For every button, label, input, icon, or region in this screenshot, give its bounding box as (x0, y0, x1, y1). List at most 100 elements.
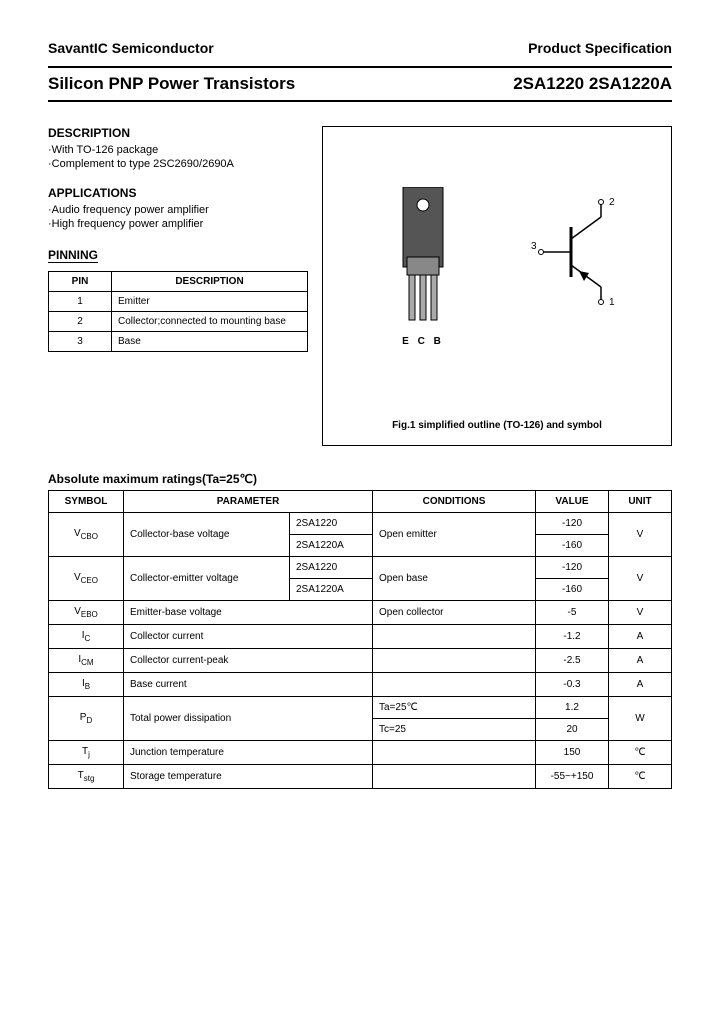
cell-symbol: VCBO (49, 513, 124, 557)
table-header-row: PIN DESCRIPTION (49, 272, 308, 292)
cell-unit: W (609, 697, 672, 741)
col-desc: DESCRIPTION (112, 272, 308, 292)
cell-param: Collector-base voltage (124, 513, 290, 557)
company-name: SavantIC Semiconductor (48, 40, 214, 56)
cell-cond (373, 649, 536, 673)
cell-cond: Tc=25 (373, 719, 536, 741)
cell-cond: Open collector (373, 601, 536, 625)
symbol-pin-3: 3 (531, 241, 537, 252)
applications-line: ·High frequency power amplifier (48, 218, 308, 230)
cell-param: Collector-emitter voltage (124, 557, 290, 601)
cell-symbol: VEBO (49, 601, 124, 625)
to126-icon (393, 187, 453, 327)
col-symbol: SYMBOL (49, 491, 124, 513)
cell-param: Total power dissipation (124, 697, 373, 741)
cell-param: Storage temperature (124, 765, 373, 789)
cell-cond: Ta=25℃ (373, 697, 536, 719)
doc-type: Product Specification (528, 40, 672, 56)
cell-cond (373, 741, 536, 765)
cell-param: Collector current-peak (124, 649, 373, 673)
cell-subpart: 2SA1220A (290, 579, 373, 601)
table-row: ICM Collector current-peak -2.5 A (49, 649, 672, 673)
pinning-table: PIN DESCRIPTION 1 Emitter 2 Collector;co… (48, 271, 308, 352)
cell-value: 150 (536, 741, 609, 765)
col-unit: UNIT (609, 491, 672, 513)
cell-value: -0.3 (536, 673, 609, 697)
ratings-table: SYMBOL PARAMETER CONDITIONS VALUE UNIT V… (48, 490, 672, 789)
figure-caption: Fig.1 simplified outline (TO-126) and sy… (323, 420, 671, 431)
cell-value: -120 (536, 557, 609, 579)
table-row: IB Base current -0.3 A (49, 673, 672, 697)
pin-desc: Emitter (112, 292, 308, 312)
cell-value: -2.5 (536, 649, 609, 673)
cell-cond (373, 765, 536, 789)
table-row: VCEO Collector-emitter voltage 2SA1220 O… (49, 557, 672, 579)
left-column: DESCRIPTION ·With TO-126 package ·Comple… (48, 126, 308, 446)
cell-subpart: 2SA1220 (290, 513, 373, 535)
table-row: 1 Emitter (49, 292, 308, 312)
table-header-row: SYMBOL PARAMETER CONDITIONS VALUE UNIT (49, 491, 672, 513)
cell-value: 20 (536, 719, 609, 741)
cell-value: -55~+150 (536, 765, 609, 789)
cell-param: Emitter-base voltage (124, 601, 373, 625)
cell-unit: V (609, 557, 672, 601)
col-parameter: PARAMETER (124, 491, 373, 513)
col-conditions: CONDITIONS (373, 491, 536, 513)
cell-value: -120 (536, 513, 609, 535)
table-row: 3 Base (49, 332, 308, 352)
symbol-pin-1: 1 (609, 297, 615, 307)
table-row: PD Total power dissipation Ta=25℃ 1.2 W (49, 697, 672, 719)
col-pin: PIN (49, 272, 112, 292)
description-line: ·Complement to type 2SC2690/2690A (48, 158, 308, 170)
applications-line: ·Audio frequency power amplifier (48, 204, 308, 216)
table-row: Tstg Storage temperature -55~+150 ℃ (49, 765, 672, 789)
pin-num: 2 (49, 312, 112, 332)
col-value: VALUE (536, 491, 609, 513)
title-left: Silicon PNP Power Transistors (48, 74, 295, 94)
description-heading: DESCRIPTION (48, 126, 308, 140)
cell-subpart: 2SA1220 (290, 557, 373, 579)
cell-unit: A (609, 625, 672, 649)
cell-symbol: Tj (49, 741, 124, 765)
description-line: ·With TO-126 package (48, 144, 308, 156)
pnp-symbol-icon: 2 1 3 (531, 197, 631, 307)
cell-unit: A (609, 649, 672, 673)
cell-param: Junction temperature (124, 741, 373, 765)
pin-desc: Base (112, 332, 308, 352)
cell-cond: Open base (373, 557, 536, 601)
package-outline: E C B (363, 187, 483, 347)
table-row: Tj Junction temperature 150 ℃ (49, 741, 672, 765)
cell-cond: Open emitter (373, 513, 536, 557)
applications-heading: APPLICATIONS (48, 186, 308, 200)
cell-unit: ℃ (609, 741, 672, 765)
transistor-symbol: 2 1 3 (531, 197, 631, 312)
table-row: VCBO Collector-base voltage 2SA1220 Open… (49, 513, 672, 535)
cell-param: Collector current (124, 625, 373, 649)
table-row: 2 Collector;connected to mounting base (49, 312, 308, 332)
table-row: VEBO Emitter-base voltage Open collector… (49, 601, 672, 625)
figure-box: E C B 2 1 3 F (322, 126, 672, 446)
cell-symbol: PD (49, 697, 124, 741)
title-right: 2SA1220 2SA1220A (513, 74, 672, 94)
cell-cond (373, 673, 536, 697)
cell-value: -5 (536, 601, 609, 625)
datasheet-page: SavantIC Semiconductor Product Specifica… (0, 0, 720, 1012)
ecb-label: E C B (363, 336, 483, 347)
cell-symbol: Tstg (49, 765, 124, 789)
pin-desc: Collector;connected to mounting base (112, 312, 308, 332)
cell-value: -160 (536, 579, 609, 601)
pin-num: 1 (49, 292, 112, 312)
cell-symbol: IB (49, 673, 124, 697)
title-bar: Silicon PNP Power Transistors 2SA1220 2S… (48, 66, 672, 102)
cell-subpart: 2SA1220A (290, 535, 373, 557)
cell-symbol: IC (49, 625, 124, 649)
page-header: SavantIC Semiconductor Product Specifica… (48, 40, 672, 56)
cell-cond (373, 625, 536, 649)
cell-unit: V (609, 513, 672, 557)
cell-value: -1.2 (536, 625, 609, 649)
upper-columns: DESCRIPTION ·With TO-126 package ·Comple… (48, 126, 672, 446)
symbol-pin-2: 2 (609, 197, 615, 208)
cell-value: -160 (536, 535, 609, 557)
table-row: IC Collector current -1.2 A (49, 625, 672, 649)
cell-symbol: VCEO (49, 557, 124, 601)
